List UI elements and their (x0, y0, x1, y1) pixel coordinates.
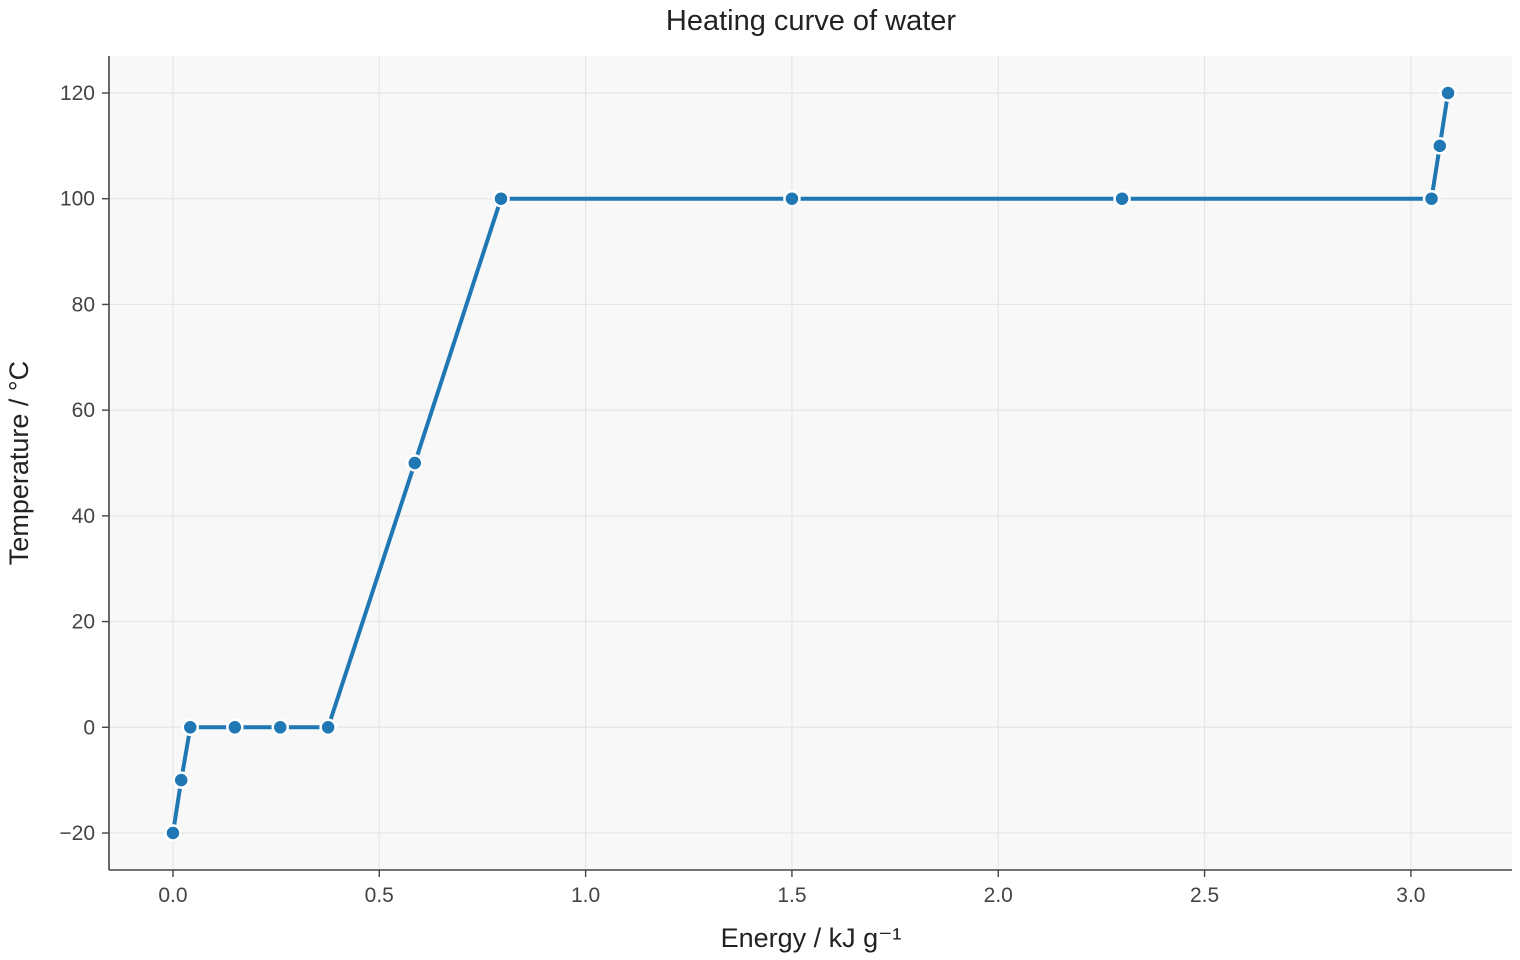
y-tick-label: 60 (72, 399, 95, 422)
data-point (226, 718, 244, 737)
y-tick-label: 40 (72, 505, 95, 528)
y-tick-label: −20 (59, 822, 95, 845)
data-point (1113, 189, 1131, 208)
data-point (172, 771, 190, 789)
data-point (1439, 84, 1457, 102)
x-tick-label: 0.0 (158, 884, 187, 907)
x-tick-label: 2.0 (984, 884, 1013, 907)
data-point (1422, 189, 1441, 208)
data-point (1431, 137, 1449, 155)
data-point (406, 454, 424, 472)
x-tick-label: 1.0 (571, 884, 600, 907)
y-axis-label: Temperature / °C (4, 361, 34, 565)
data-point (492, 189, 510, 208)
x-tick-label: 3.0 (1396, 884, 1425, 907)
y-tick-label: 100 (60, 188, 95, 211)
series-layer (164, 84, 1457, 842)
data-point (181, 718, 200, 737)
x-axis-label: Energy / kJ g⁻¹ (721, 923, 902, 953)
chart-title: Heating curve of water (666, 5, 956, 37)
y-tick-label: 80 (72, 293, 95, 316)
x-tick-label: 1.5 (777, 884, 806, 907)
data-point (271, 718, 289, 737)
x-tick-label: 0.5 (365, 884, 394, 907)
axis-ticks: 0.0 0.5 1.0 1.5 2.0 2.5 3.0 −20 0 20 40 60 80 100 120 (59, 82, 1425, 907)
y-tick-label: 20 (72, 611, 95, 634)
data-point (164, 824, 182, 842)
data-point (783, 189, 801, 208)
y-tick-label: 0 (83, 716, 95, 739)
data-point (319, 718, 337, 737)
y-tick-label: 120 (60, 82, 95, 105)
x-tick-label: 2.5 (1190, 884, 1219, 907)
plot-background (109, 56, 1512, 870)
